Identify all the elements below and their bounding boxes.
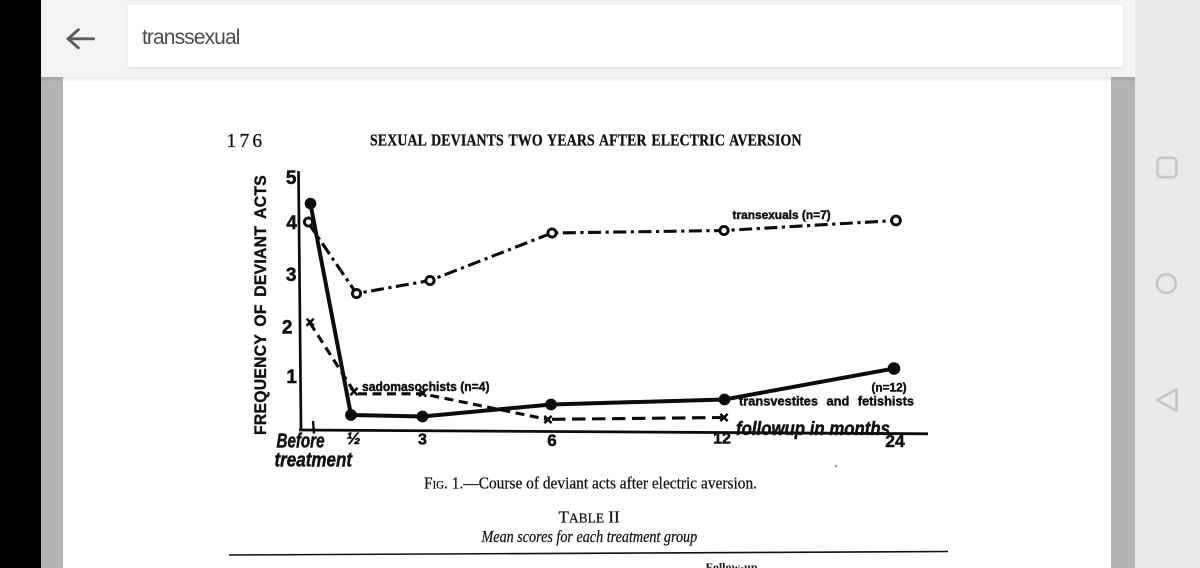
svg-text:3: 3 bbox=[418, 432, 427, 449]
svg-text:SEXUAL DEVIANTS TWO YEARS AFTE: SEXUAL DEVIANTS TWO YEARS AFTER ELECTRIC… bbox=[370, 131, 802, 150]
svg-text:6: 6 bbox=[547, 431, 556, 450]
svg-text:4: 4 bbox=[286, 213, 297, 234]
svg-text:sadomasochists (n=4): sadomasochists (n=4) bbox=[362, 379, 490, 394]
svg-text:Mean scores for each treatment: Mean scores for each treatment group bbox=[481, 527, 698, 546]
svg-text:½: ½ bbox=[346, 429, 360, 448]
svg-text:2: 2 bbox=[282, 318, 293, 339]
svg-text:5: 5 bbox=[286, 168, 297, 189]
svg-text:Follow-up: Follow-up bbox=[706, 560, 758, 568]
svg-text:(n=12): (n=12) bbox=[872, 381, 907, 395]
svg-text:FREQUENCY OF DEVIANT ACTS: FREQUENCY OF DEVIANT ACTS bbox=[252, 175, 270, 435]
svg-text:TABLE II: TABLE II bbox=[559, 508, 621, 527]
svg-text:176: 176 bbox=[227, 131, 266, 152]
svg-text:Before: Before bbox=[277, 431, 325, 453]
svg-text:12: 12 bbox=[713, 431, 731, 448]
svg-text:followup in months: followup in months bbox=[736, 419, 890, 440]
svg-text:FIG. 1.—Course of deviant acts: FIG. 1.—Course of deviant acts after ele… bbox=[424, 474, 757, 493]
svg-text:3: 3 bbox=[286, 265, 297, 286]
svg-text:transvestites and fetishists: transvestites and fetishists bbox=[739, 394, 914, 409]
svg-text:1: 1 bbox=[286, 367, 297, 388]
svg-text:24: 24 bbox=[885, 431, 905, 451]
svg-text:treatment: treatment bbox=[275, 450, 354, 472]
svg-text:transexuals (n=7): transexuals (n=7) bbox=[733, 208, 831, 222]
